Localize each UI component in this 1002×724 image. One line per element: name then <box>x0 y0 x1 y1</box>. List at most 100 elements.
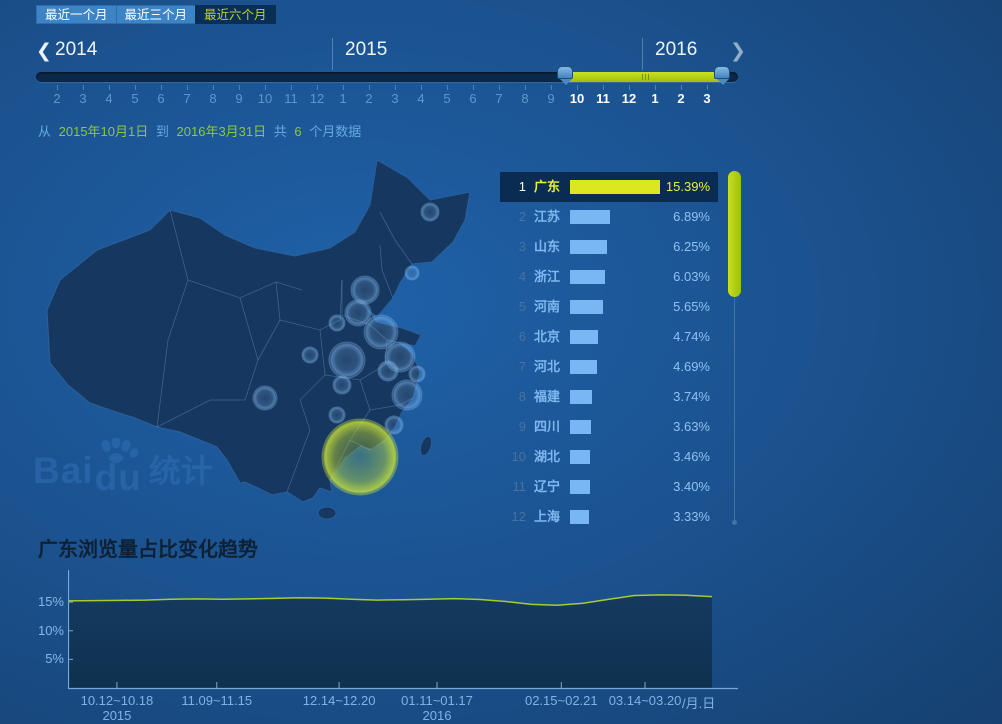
map-bubble[interactable] <box>384 415 404 435</box>
rank-number: 8 <box>518 389 526 404</box>
map-bubble[interactable] <box>332 375 352 395</box>
province-name: 北京 <box>534 329 561 344</box>
rank-row-福建[interactable]: 8 福建 3.74% <box>500 382 718 412</box>
rank-number: 12 <box>511 509 526 524</box>
x-axis-label: 10.12~10.18 <box>80 693 154 708</box>
province-percent: 3.40% <box>673 479 710 494</box>
range-button-last-6-months[interactable]: 最近六个月 <box>195 5 276 24</box>
trend-area-chart[interactable] <box>67 570 738 694</box>
rank-row-四川[interactable]: 9 四川 3.63% <box>500 412 718 442</box>
map-bubble[interactable] <box>328 406 346 424</box>
map-bubble[interactable] <box>391 379 423 411</box>
rank-row-辽宁[interactable]: 11 辽宁 3.40% <box>500 472 718 502</box>
chart-ticks <box>68 601 646 688</box>
year-label-2015: 2015 <box>345 39 388 60</box>
rank-row-湖北[interactable]: 10 湖北 3.46% <box>500 442 718 472</box>
province-bar <box>570 450 590 464</box>
month-label: 10 <box>569 91 585 106</box>
month-tick <box>213 85 214 90</box>
month-tick <box>551 85 552 90</box>
map-bubble[interactable] <box>420 202 440 222</box>
rank-row-河北[interactable]: 7 河北 4.69% <box>500 352 718 382</box>
month-tick <box>629 85 630 90</box>
trend-chart-title: 广东浏览量占比变化趋势 <box>38 539 258 561</box>
rank-row-北京[interactable]: 6 北京 4.74% <box>500 322 718 352</box>
month-tick <box>161 85 162 90</box>
map-bubble[interactable] <box>408 365 426 383</box>
rank-number: 5 <box>518 299 526 314</box>
year-divider <box>332 38 333 70</box>
month-label: 3 <box>703 91 711 106</box>
timeline-prev-icon[interactable]: ❮ <box>36 41 52 62</box>
province-percent: 5.65% <box>673 299 710 314</box>
slider-selected-range[interactable] <box>565 72 725 82</box>
range-button-last-3-months[interactable]: 最近三个月 <box>115 5 196 24</box>
province-name: 四川 <box>534 419 561 434</box>
x-axis-year-label: 2015 <box>102 708 132 723</box>
x-axis-year-label: 2016 <box>422 708 452 723</box>
month-tick <box>317 85 318 90</box>
rank-row-浙江[interactable]: 4 浙江 6.03% <box>500 262 718 292</box>
province-name: 福建 <box>534 389 561 404</box>
map-bubble[interactable] <box>344 299 372 327</box>
ranking-scrollbar-thumb[interactable] <box>728 171 741 297</box>
province-percent: 4.69% <box>673 359 710 374</box>
slider-handle-end[interactable] <box>714 66 730 85</box>
month-label: 5 <box>443 91 451 106</box>
province-percent: 6.03% <box>673 269 710 284</box>
china-bubble-map[interactable] <box>40 150 490 530</box>
province-name: 上海 <box>534 509 561 524</box>
summary-end-date: 2016年3月31日 <box>176 124 267 139</box>
map-bubble[interactable] <box>301 346 319 364</box>
summary-middle: 到 <box>155 124 169 139</box>
slider-handle-start[interactable] <box>557 66 573 85</box>
map-bubble[interactable] <box>377 360 399 382</box>
y-axis-label: 15% <box>37 594 64 610</box>
rank-row-江苏[interactable]: 2 江苏 6.89% <box>500 202 718 232</box>
map-bubble[interactable] <box>328 341 366 379</box>
rank-number: 9 <box>518 419 526 434</box>
map-bubble[interactable] <box>328 314 346 332</box>
month-tick <box>473 85 474 90</box>
rank-row-上海[interactable]: 12 上海 3.33% <box>500 502 718 532</box>
month-label: 4 <box>105 91 113 106</box>
map-bubble[interactable] <box>404 265 420 281</box>
month-label: 11 <box>596 91 610 106</box>
timeline-next-icon[interactable]: ❯ <box>730 41 746 62</box>
month-tick <box>655 85 656 90</box>
map-bubble[interactable] <box>363 314 399 350</box>
province-bar <box>570 270 605 284</box>
range-button-last-1-month[interactable]: 最近一个月 <box>36 5 116 24</box>
rank-row-山东[interactable]: 3 山东 6.25% <box>500 232 718 262</box>
month-tick <box>499 85 500 90</box>
rank-row-河南[interactable]: 5 河南 5.65% <box>500 292 718 322</box>
province-ranking-list: 1 广东 15.39% 2 江苏 6.89% 3 山东 6.25% 4 浙江 6.03% 5 河南 5.65… <box>500 172 718 532</box>
y-axis-label: 5% <box>45 651 64 667</box>
month-label: 12 <box>621 91 637 106</box>
ranking-scrollbar-track[interactable] <box>732 173 737 525</box>
month-tick <box>447 85 448 90</box>
slider-track[interactable] <box>36 72 738 82</box>
rank-row-广东[interactable]: 1 广东 15.39% <box>500 172 718 202</box>
x-axis-label: 02.15~02.21 <box>524 693 598 708</box>
province-bar <box>570 210 610 224</box>
summary-suffix: 个月数据 <box>309 124 362 139</box>
month-tick <box>681 85 682 90</box>
month-tick <box>109 85 110 90</box>
map-bubble-selected[interactable] <box>321 418 399 496</box>
month-label: 6 <box>157 91 165 106</box>
date-range-summary: 从 2015年10月1日 到 2016年3月31日 共 6 个月数据 <box>38 121 365 140</box>
month-label: 9 <box>547 91 555 106</box>
month-label: 4 <box>417 91 425 106</box>
month-tick <box>525 85 526 90</box>
map-bubble[interactable] <box>252 385 278 411</box>
province-bar <box>570 480 590 494</box>
x-axis-unit-label: /月.日 <box>682 696 716 711</box>
chart-axes <box>67 570 738 690</box>
rank-number: 11 <box>512 479 527 494</box>
province-percent: 15.39% <box>665 179 710 194</box>
month-label: 3 <box>391 91 399 106</box>
x-axis-label: 11.09~11.15 <box>181 693 253 708</box>
x-axis-label: 12.14~12.20 <box>302 693 376 708</box>
